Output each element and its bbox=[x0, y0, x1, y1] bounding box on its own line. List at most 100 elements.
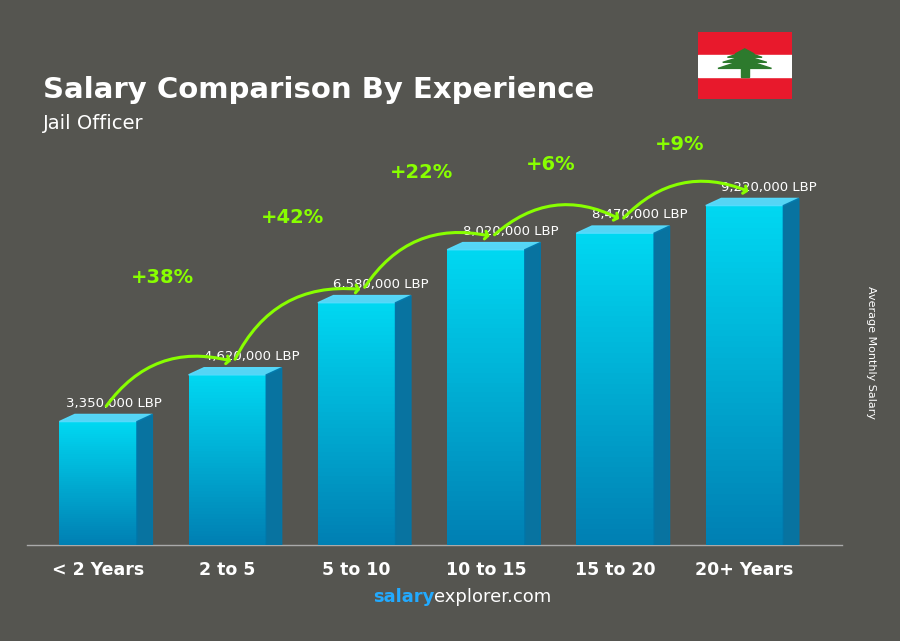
Bar bbox=[59, 424, 137, 426]
Bar bbox=[59, 463, 137, 465]
Bar bbox=[577, 379, 654, 384]
Bar bbox=[189, 479, 266, 483]
Bar bbox=[447, 505, 525, 510]
Bar bbox=[706, 488, 783, 494]
Bar bbox=[318, 371, 395, 376]
Bar bbox=[706, 403, 783, 409]
Bar bbox=[447, 368, 525, 372]
Bar bbox=[189, 483, 266, 485]
Text: +42%: +42% bbox=[260, 208, 324, 227]
Bar bbox=[318, 331, 395, 335]
Bar bbox=[447, 525, 525, 530]
Bar bbox=[318, 464, 395, 468]
Bar bbox=[59, 495, 137, 497]
Bar bbox=[447, 422, 525, 427]
Bar bbox=[318, 520, 395, 525]
Bar bbox=[706, 273, 783, 279]
Bar bbox=[577, 254, 654, 259]
Bar bbox=[577, 311, 654, 316]
Bar bbox=[577, 332, 654, 337]
Polygon shape bbox=[395, 296, 411, 545]
Bar bbox=[447, 254, 525, 260]
Bar bbox=[577, 290, 654, 296]
Bar bbox=[447, 343, 525, 348]
Bar bbox=[706, 533, 783, 539]
Text: explorer.com: explorer.com bbox=[434, 588, 552, 606]
Bar bbox=[318, 351, 395, 355]
Bar bbox=[189, 469, 266, 471]
Bar bbox=[318, 524, 395, 529]
Bar bbox=[318, 311, 395, 315]
Bar bbox=[59, 448, 137, 451]
Bar bbox=[189, 508, 266, 511]
Bar bbox=[706, 335, 783, 341]
Bar bbox=[189, 426, 266, 429]
Bar bbox=[318, 440, 395, 444]
Bar bbox=[447, 289, 525, 294]
Bar bbox=[577, 436, 654, 441]
Bar bbox=[318, 480, 395, 485]
Bar bbox=[59, 502, 137, 504]
Bar bbox=[318, 496, 395, 501]
Bar bbox=[577, 285, 654, 290]
Bar bbox=[447, 456, 525, 462]
Bar bbox=[447, 392, 525, 397]
Bar bbox=[189, 463, 266, 465]
Bar bbox=[59, 537, 137, 538]
Bar bbox=[447, 540, 525, 545]
Bar bbox=[59, 508, 137, 510]
Bar bbox=[447, 461, 525, 466]
Bar bbox=[189, 412, 266, 415]
Bar bbox=[706, 290, 783, 296]
Text: salary: salary bbox=[373, 588, 434, 606]
Bar bbox=[706, 454, 783, 460]
Bar bbox=[318, 513, 395, 517]
Bar bbox=[447, 338, 525, 343]
Bar bbox=[706, 477, 783, 483]
Bar bbox=[698, 32, 792, 54]
Bar bbox=[318, 529, 395, 533]
Bar bbox=[447, 249, 525, 254]
Bar bbox=[189, 375, 266, 378]
Bar bbox=[698, 54, 792, 77]
Bar bbox=[318, 387, 395, 392]
Bar bbox=[447, 490, 525, 495]
Bar bbox=[318, 404, 395, 408]
Bar bbox=[577, 529, 654, 535]
Bar bbox=[706, 358, 783, 364]
Bar bbox=[318, 395, 395, 399]
Bar bbox=[706, 449, 783, 454]
Bar bbox=[318, 319, 395, 323]
Bar bbox=[59, 530, 137, 533]
Bar bbox=[189, 505, 266, 508]
Bar bbox=[577, 404, 654, 410]
Bar bbox=[59, 524, 137, 526]
Bar bbox=[577, 451, 654, 456]
Bar bbox=[706, 296, 783, 302]
Bar bbox=[741, 69, 749, 77]
Bar bbox=[318, 379, 395, 383]
Polygon shape bbox=[577, 226, 670, 233]
Bar bbox=[59, 492, 137, 494]
Bar bbox=[59, 479, 137, 481]
Bar bbox=[577, 498, 654, 503]
Bar bbox=[189, 494, 266, 497]
Polygon shape bbox=[727, 51, 762, 57]
Bar bbox=[577, 524, 654, 529]
Bar bbox=[577, 472, 654, 478]
Bar bbox=[706, 222, 783, 228]
Bar bbox=[189, 389, 266, 392]
Bar bbox=[59, 528, 137, 531]
Bar bbox=[318, 315, 395, 319]
Bar bbox=[189, 525, 266, 528]
Bar bbox=[318, 327, 395, 331]
Bar bbox=[318, 460, 395, 464]
Text: +38%: +38% bbox=[131, 269, 194, 287]
Bar bbox=[189, 539, 266, 542]
Bar bbox=[318, 492, 395, 496]
Bar bbox=[447, 383, 525, 387]
Bar bbox=[706, 465, 783, 471]
Bar bbox=[59, 526, 137, 528]
Bar bbox=[189, 488, 266, 491]
Bar bbox=[706, 245, 783, 251]
